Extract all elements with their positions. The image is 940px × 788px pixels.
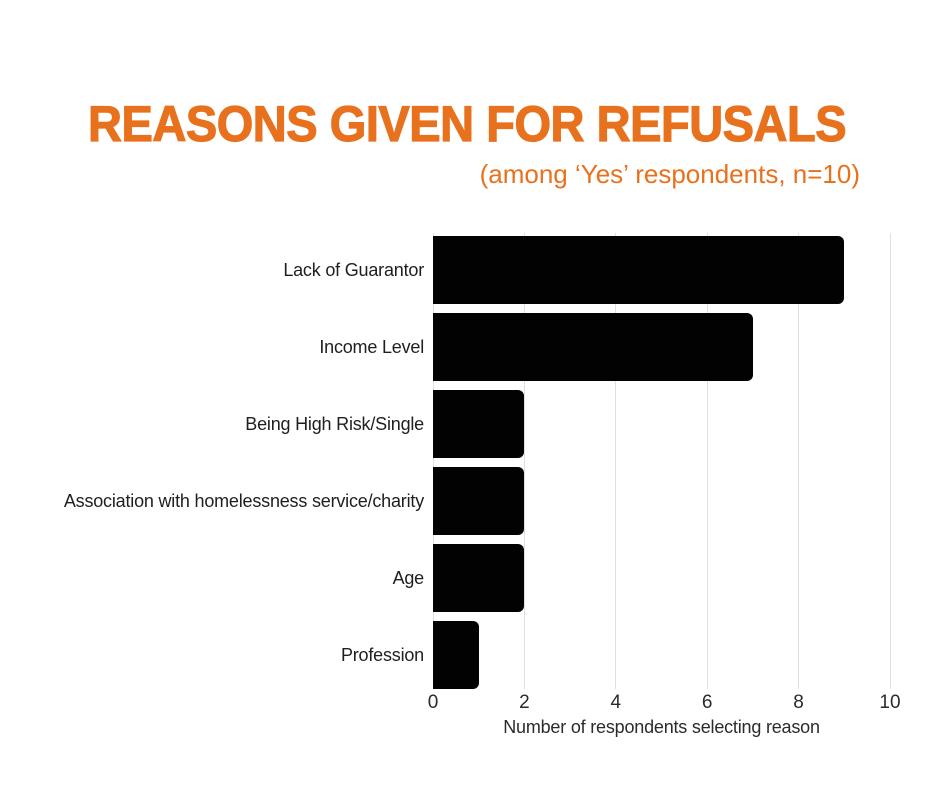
bar-1 [433,236,845,304]
category-label-3: Being High Risk/Single [245,413,424,434]
bar-2 [433,313,753,381]
category-label-6: Profession [340,644,424,665]
gridline-0 [432,233,434,689]
category-label-1: Lack of Guarantor [283,259,424,280]
bar-3 [433,390,525,458]
x-tick-label-6: 6 [701,692,713,713]
x-tick-label-10: 10 [879,692,901,713]
chart-subtitle: (among ‘Yes’ respondents, n=10) [479,159,860,189]
bar-5 [433,544,525,612]
x-tick-label-8: 8 [793,692,804,713]
x-tick-label-2: 2 [519,692,530,713]
bar-4 [433,467,525,535]
gridline-8 [798,233,800,689]
category-label-4: Association with homelessness service/ch… [63,490,424,511]
x-tick-label-0: 0 [427,692,439,713]
gridline-4 [615,233,617,689]
category-label-2: Income Level [319,336,424,357]
category-label-5: Age [392,567,425,588]
x-axis-label: Number of respondents selecting reason [503,717,820,737]
gridline-2 [523,233,525,689]
gridline-10 [889,233,891,689]
gridline-6 [706,233,708,689]
chart-title: REASONS GIVEN FOR REFUSALS [87,96,847,152]
x-tick-label-4: 4 [610,692,622,713]
bar-6 [433,621,479,689]
